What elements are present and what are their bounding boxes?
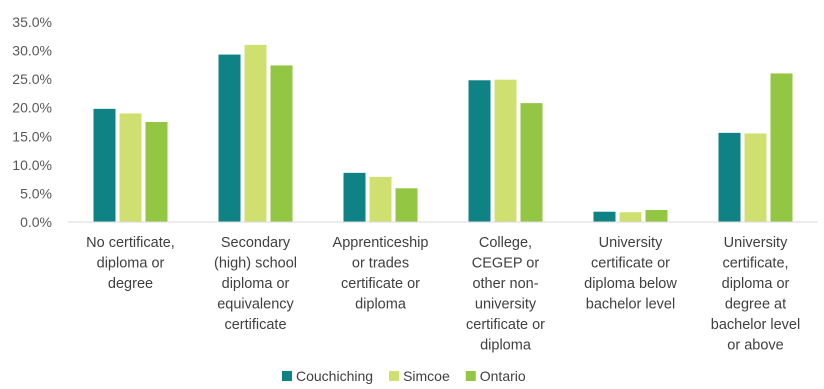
category-label-line: diploma <box>355 297 407 313</box>
category-label-line: Secondary <box>221 235 291 251</box>
category-label-line: certificate, <box>722 256 788 272</box>
bar-ontario <box>770 73 793 222</box>
bar-groups <box>93 44 793 223</box>
category-label-line: CEGEP or <box>472 256 540 272</box>
bar-simcoe <box>619 212 642 222</box>
category-label-line: diploma or <box>722 276 790 292</box>
legend-item-ontario: Ontario <box>465 368 526 384</box>
bar-simcoe <box>369 176 392 222</box>
bar-group <box>718 73 793 222</box>
bar-simcoe <box>494 79 517 222</box>
bar-group <box>218 44 293 223</box>
y-tick-label: 0.0% <box>20 214 52 230</box>
y-axis: 0.0% 5.0% 10.0% 15.0% 20.0% 25.0% 30.0% 35.0% <box>12 14 52 230</box>
legend-label: Simcoe <box>403 368 450 384</box>
category-label-line: or above <box>727 338 783 354</box>
legend: Couchiching Simcoe Ontario <box>282 368 526 384</box>
category-label-line: University <box>599 235 663 251</box>
y-tick-label: 10.0% <box>12 157 52 173</box>
bar-group <box>593 210 668 222</box>
category-label-line: bachelor level <box>711 317 800 333</box>
bar-couchiching <box>343 172 366 222</box>
category-label-line: College, <box>479 235 532 251</box>
category-label: University certificate, diploma or degree a… <box>711 235 800 354</box>
category-label-line: Apprenticeship <box>333 235 429 251</box>
category-label: University certificate or diploma below bac… <box>584 235 677 313</box>
bar-simcoe <box>744 133 767 222</box>
y-tick-label: 30.0% <box>12 43 52 59</box>
category-label-line: bachelor level <box>586 297 675 313</box>
bar-couchiching <box>468 80 491 223</box>
category-label: No certificate, diploma or degree <box>86 235 175 292</box>
y-tick-label: 35.0% <box>12 14 52 30</box>
bar-couchiching <box>218 54 241 223</box>
category-label: College, CEGEP or other non-university cert… <box>466 235 545 354</box>
bar-couchiching <box>593 211 616 222</box>
bar-ontario <box>645 210 668 222</box>
category-label-line: or trades <box>352 256 409 272</box>
legend-swatch <box>465 371 476 381</box>
y-tick-label: 25.0% <box>12 71 52 87</box>
category-label-line: No certificate, <box>86 235 175 251</box>
bar-ontario <box>395 188 418 222</box>
category-label-line: certificate <box>224 317 286 333</box>
category-label: Apprenticeship or trades certificate or dip… <box>333 235 429 313</box>
legend-label: Couchiching <box>296 368 373 384</box>
y-tick-label: 15.0% <box>12 128 52 144</box>
legend-item-couchiching: Couchiching <box>282 368 373 384</box>
category-label-line: equivalency <box>217 297 294 313</box>
category-label-line: (high) school <box>214 256 297 272</box>
category-label-line: diploma <box>480 338 532 354</box>
category-label-line: University <box>724 235 788 251</box>
category-label-line: certificate or <box>591 256 670 272</box>
bar-group <box>468 79 543 223</box>
bar-group <box>93 108 168 222</box>
category-label-line: diploma below <box>584 276 677 292</box>
bar-simcoe <box>119 113 142 222</box>
bar-couchiching <box>93 108 116 222</box>
y-tick-label: 20.0% <box>12 100 52 116</box>
y-tick-label: 5.0% <box>20 185 52 201</box>
category-label-line: diploma or <box>97 256 165 272</box>
bar-group <box>343 172 418 222</box>
category-label-line: university <box>475 297 537 313</box>
bar-ontario <box>520 103 543 222</box>
category-label-line: certificate or <box>466 317 545 333</box>
x-axis-labels: No certificate, diploma or degree Secondary… <box>86 235 800 354</box>
category-label: Secondary (high) school diploma or equivale… <box>214 235 297 333</box>
legend-swatch <box>282 371 292 381</box>
bar-couchiching <box>718 132 741 222</box>
bar-ontario <box>145 122 168 222</box>
category-label-line: degree <box>108 276 153 292</box>
category-label-line: certificate or <box>341 276 420 292</box>
category-label-line: diploma or <box>222 276 290 292</box>
bar-simcoe <box>244 44 267 222</box>
legend-item-simcoe: Simcoe <box>389 368 450 384</box>
bar-ontario <box>270 65 293 222</box>
legend-swatch <box>389 371 400 381</box>
category-label-line: other non- <box>472 276 538 292</box>
category-label-line: degree at <box>725 297 786 313</box>
legend-label: Ontario <box>480 368 526 384</box>
